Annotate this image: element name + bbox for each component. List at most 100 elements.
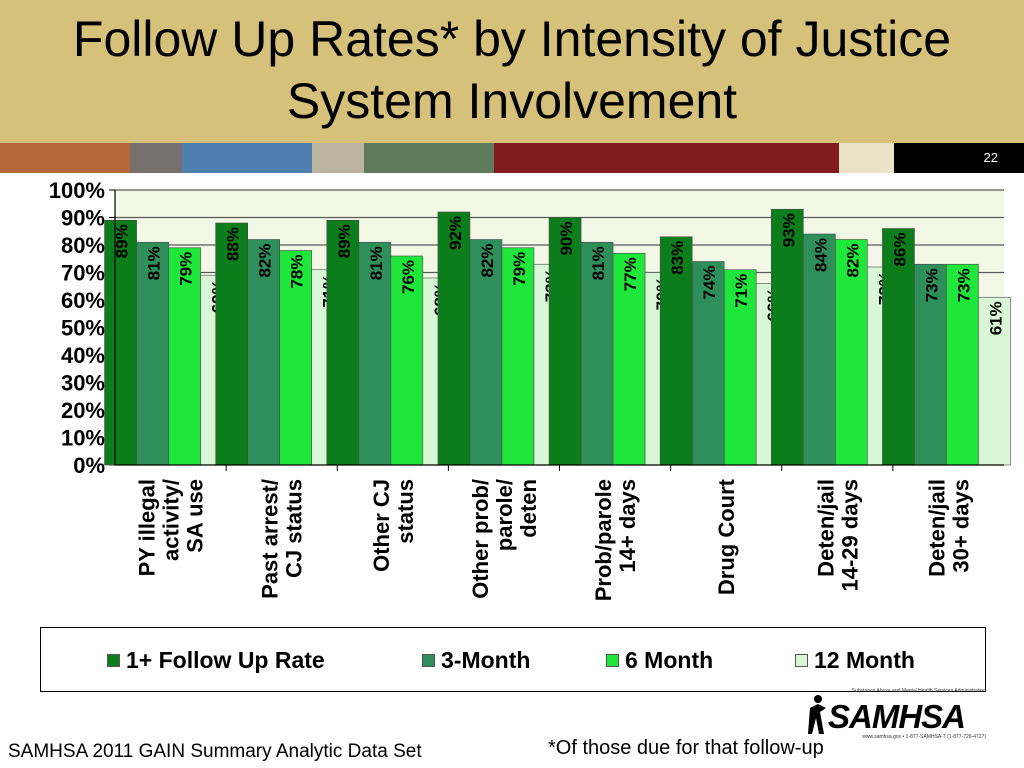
y-tick-label: 60% xyxy=(61,288,105,313)
x-category-label-line: Past arrest/ xyxy=(258,479,283,599)
x-category-label-line: Other prob/ xyxy=(468,479,493,599)
y-tick-label: 80% xyxy=(61,233,105,258)
bar xyxy=(168,247,201,466)
legend-swatch-12-month xyxy=(795,653,808,667)
bar xyxy=(247,239,280,466)
stripe-segment xyxy=(839,143,894,173)
data-label: 74% xyxy=(700,266,719,300)
data-label: 89% xyxy=(335,224,354,258)
x-category-label: Other prob/parole/deten xyxy=(468,479,541,599)
data-label: 81% xyxy=(145,246,164,280)
data-label: 82% xyxy=(843,244,862,278)
bar xyxy=(326,219,360,466)
bar xyxy=(691,261,725,466)
data-label: 82% xyxy=(256,244,275,278)
x-category-label-line: Other CJ xyxy=(369,479,394,572)
y-tick-label: 90% xyxy=(61,206,105,231)
logo-tagline: Substance Abuse and Mental Health Servic… xyxy=(851,688,986,694)
x-category-label: Prob/parole14+ days xyxy=(591,479,640,601)
logo-wordmark: SAMHSA xyxy=(828,698,966,735)
x-category-label-line: SA use xyxy=(183,479,208,553)
legend-label-follow-up-rate: 1+ Follow Up Rate xyxy=(126,646,325,673)
data-label: 76% xyxy=(399,260,418,294)
x-category-label: Other CJstatus xyxy=(369,479,418,572)
decorative-color-stripe xyxy=(0,143,1024,173)
y-tick-label: 40% xyxy=(61,343,105,368)
legend-swatch-3-month xyxy=(422,653,435,667)
data-label: 90% xyxy=(557,222,576,256)
bar xyxy=(215,222,248,466)
data-label: 81% xyxy=(367,246,386,280)
data-label: 92% xyxy=(446,216,465,250)
bar xyxy=(548,217,582,466)
x-category-label-line: Deten/jail xyxy=(813,479,838,577)
legend-swatch-6-month xyxy=(606,653,619,667)
x-category-label: PY illegalactivity/SA use xyxy=(135,479,208,576)
y-tick-label: 50% xyxy=(61,316,105,341)
data-label: 73% xyxy=(954,268,973,302)
data-label: 89% xyxy=(113,224,132,258)
legend-label-6-month: 6 Month xyxy=(625,646,714,673)
bar xyxy=(580,241,614,466)
data-label: 73% xyxy=(922,268,941,302)
bar xyxy=(437,211,471,466)
bar xyxy=(501,247,535,466)
samhsa-logo: Substance Abuse and Mental Health Servic… xyxy=(806,688,986,740)
bar xyxy=(358,241,392,466)
y-tick-label: 30% xyxy=(61,371,105,396)
x-category-label-line: Deten/jail xyxy=(924,479,949,577)
page-title: Follow Up Rates* by Intensity of Justice… xyxy=(72,11,952,129)
y-tick-label: 70% xyxy=(61,261,105,286)
x-category-label-line: PY illegal xyxy=(135,479,160,576)
legend-swatch-follow-up-rate xyxy=(107,653,120,667)
x-category-label: Past arrest/CJ status xyxy=(258,479,307,599)
y-tick-label: 20% xyxy=(61,398,105,423)
y-tick-label: 0% xyxy=(73,453,105,478)
data-label: 82% xyxy=(478,244,497,278)
data-label: 86% xyxy=(890,233,909,267)
stripe-segment xyxy=(494,143,839,173)
legend-label-3-month: 3-Month xyxy=(441,646,531,673)
bar xyxy=(390,255,424,466)
data-label: 71% xyxy=(732,274,751,308)
stripe-segment xyxy=(312,143,364,173)
data-label: 61% xyxy=(986,301,1005,335)
x-category-label-line: 30+ days xyxy=(948,479,973,573)
data-label: 78% xyxy=(288,255,307,289)
x-category-label-line: Prob/parole xyxy=(591,479,616,601)
title-band xyxy=(0,0,1024,143)
bar xyxy=(612,252,646,466)
x-category-label-line: Drug Court xyxy=(714,478,739,595)
x-category-label-line: 14+ days xyxy=(615,479,640,573)
footer-source: SAMHSA 2011 GAIN Summary Analytic Data S… xyxy=(8,741,422,762)
footnote: *Of those due for that follow-up xyxy=(548,737,824,759)
slide-number: 22 xyxy=(983,150,998,165)
legend-item-follow-up-rate: 1+ Follow Up Rate xyxy=(107,647,325,673)
stripe-segment xyxy=(894,143,1024,173)
bar-chart: 0%10%20%30%40%50%60%70%80%90%100%89%81% 7… xyxy=(49,178,1011,601)
bar xyxy=(882,228,915,466)
stripe-segment xyxy=(130,143,182,173)
data-label: 83% xyxy=(668,241,687,275)
chart-legend: 1+ Follow Up Rate 3-Month 6 Month 12 Mon… xyxy=(40,627,986,692)
bar xyxy=(469,239,503,466)
bar xyxy=(914,263,947,466)
y-tick-label: 10% xyxy=(61,426,105,451)
stripe-segment xyxy=(182,143,312,173)
x-category-label-line: activity/ xyxy=(159,479,184,561)
y-tick-label: 100% xyxy=(49,178,105,203)
x-category-label: Deten/jail14-29 days xyxy=(813,479,862,592)
bar xyxy=(659,236,693,466)
stripe-segment xyxy=(364,143,494,173)
data-label: 84% xyxy=(811,238,830,272)
x-category-label: Deten/jail30+ days xyxy=(924,479,973,577)
x-category-label: Drug Court xyxy=(714,478,739,595)
data-label: 88% xyxy=(224,227,243,261)
data-label: 79% xyxy=(177,252,196,286)
logo-contact: www.samhsa.gov • 1-877-SAMHSA-7 (1-877-7… xyxy=(862,734,986,740)
legend-item-3-month: 3-Month xyxy=(422,647,530,673)
bar xyxy=(771,208,804,466)
legend-label-12-month: 12 Month xyxy=(814,646,915,673)
stripe-segment xyxy=(0,143,130,173)
data-label: 79% xyxy=(510,252,529,286)
